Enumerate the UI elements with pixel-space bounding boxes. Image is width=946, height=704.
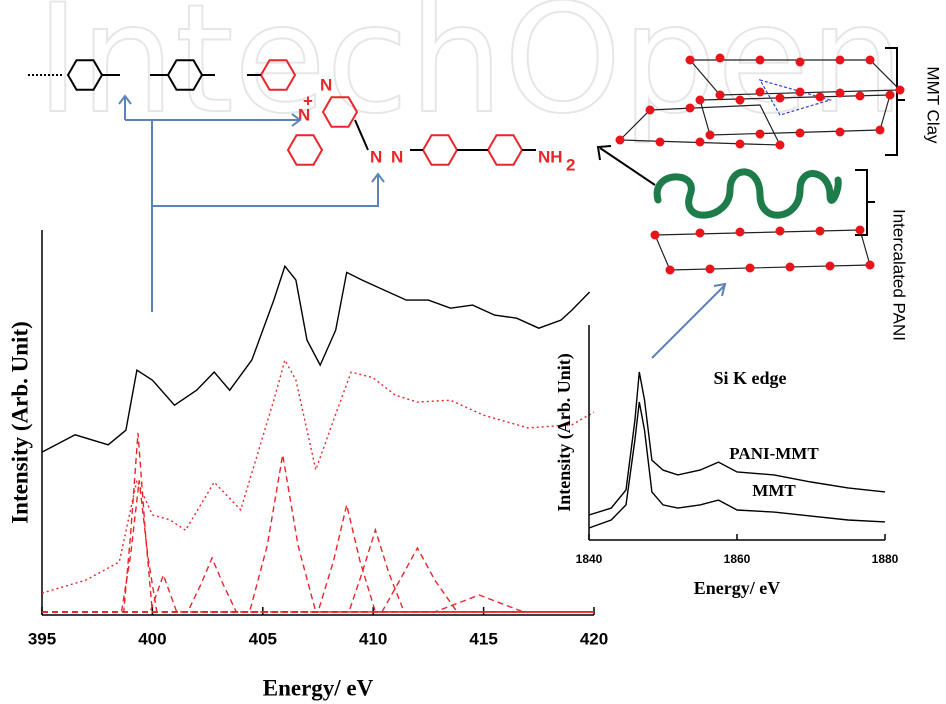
- chem-label: NH: [538, 147, 563, 166]
- x-tick-label: 1860: [724, 552, 751, 566]
- atom: [866, 56, 875, 65]
- x-tick-label: 405: [249, 629, 277, 648]
- atom: [736, 140, 745, 149]
- chem-label: N: [320, 75, 332, 94]
- atom: [706, 131, 715, 140]
- series-line: [42, 360, 594, 593]
- atom: [836, 56, 845, 65]
- label: MMT Clay: [924, 66, 943, 144]
- atom: [736, 228, 745, 237]
- x-tick-label: 415: [469, 629, 497, 648]
- atom: [896, 86, 905, 95]
- x-tick-label: 400: [138, 629, 166, 648]
- series-line: [42, 433, 594, 612]
- atom: [816, 93, 825, 102]
- atom: [886, 91, 895, 100]
- atom: [716, 54, 725, 63]
- x-tick-label: 1840: [576, 552, 603, 566]
- atom: [836, 128, 845, 137]
- atom: [856, 92, 865, 101]
- x-tick-label: 420: [580, 629, 608, 648]
- series-line: [42, 505, 594, 612]
- chem-label: N: [370, 147, 382, 166]
- atom: [796, 58, 805, 67]
- atom: [696, 96, 705, 105]
- atom: [696, 138, 705, 147]
- atom: [706, 265, 715, 274]
- chem-label: N: [391, 147, 403, 166]
- atom: [776, 94, 785, 103]
- x-tick-label: 1880: [872, 552, 899, 566]
- series-line: [42, 266, 590, 452]
- chem-label: 2: [566, 155, 575, 174]
- atom: [686, 104, 695, 113]
- series-label: MMT: [752, 481, 796, 500]
- arrow: [598, 146, 655, 185]
- atom: [736, 96, 745, 105]
- y-axis-label: Intensity (Arb. Unit): [7, 321, 32, 524]
- series-line: [589, 402, 885, 528]
- atom: [866, 261, 875, 270]
- series-label: PANI-MMT: [729, 444, 819, 463]
- atom: [656, 138, 665, 147]
- atom: [651, 231, 660, 240]
- chem-label: +: [303, 91, 313, 110]
- series-line: [42, 558, 594, 612]
- atom: [836, 89, 845, 98]
- x-axis-label: Energy/ eV: [694, 578, 780, 598]
- atom: [756, 130, 765, 139]
- atom: [716, 91, 725, 100]
- atom: [856, 226, 865, 235]
- atom: [776, 141, 785, 150]
- atom: [686, 56, 695, 65]
- atom: [666, 266, 675, 275]
- atom: [796, 88, 805, 97]
- atom: [876, 126, 885, 135]
- y-axis-label: Intensity (Arb. Unit): [554, 353, 575, 512]
- atom: [776, 227, 785, 236]
- x-tick-label: 395: [28, 629, 56, 648]
- x-tick-label: 410: [359, 629, 387, 648]
- atom: [756, 56, 765, 65]
- bracket: [855, 170, 875, 235]
- atom: [786, 263, 795, 272]
- chart-title: Si K edge: [713, 368, 786, 388]
- clay-layer: [655, 230, 870, 270]
- atom: [756, 88, 765, 97]
- atom: [826, 262, 835, 271]
- atom: [616, 136, 625, 145]
- figure: IntechOpen NH + NH + N N + N N NH 2 MMT …: [0, 0, 946, 704]
- atom: [646, 106, 655, 115]
- atom: [746, 264, 755, 273]
- atom: [816, 227, 825, 236]
- atom: [696, 229, 705, 238]
- label: Intercalated PANI: [890, 209, 909, 341]
- watermark: IntechOpen: [36, 0, 905, 147]
- polymer-chain: [657, 172, 838, 215]
- x-axis-label: Energy/ eV: [263, 675, 374, 700]
- atom: [796, 129, 805, 138]
